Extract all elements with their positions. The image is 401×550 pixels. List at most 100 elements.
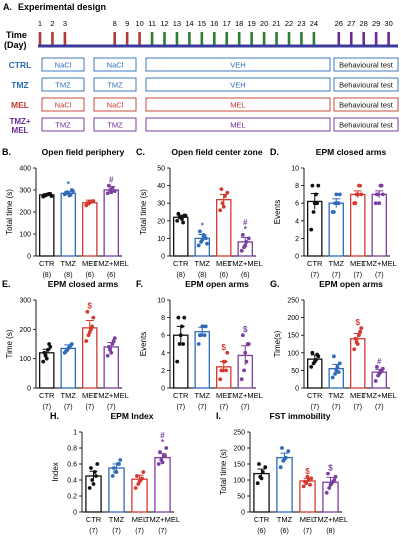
design-box-label: Behavioural test [339,61,394,70]
design-box-label: NaCl [107,101,124,110]
sample-size-label: (7) [375,272,384,279]
data-point [374,364,379,369]
data-point [87,199,92,204]
data-point [203,324,208,329]
bar [82,327,98,389]
data-point [202,234,207,239]
day-label: 8 [113,19,117,28]
sample-size-label: (7) [176,404,185,411]
charts: B. Open field periphery0100200300400Total… [2,147,397,535]
design-box-label: MEL [230,101,245,110]
data-point [336,370,341,375]
y-tick-label: 150 [287,333,299,340]
data-point [334,192,339,197]
y-tick-label: 1 [73,430,77,437]
significance-mark: $ [88,302,93,311]
day-tick [125,32,129,45]
data-point [47,191,52,196]
design-box-label: TMZ [107,121,123,130]
sample-size-label: (6) [241,272,250,279]
panel-letter: I. [216,411,221,421]
day-label: 2 [50,19,54,28]
y-tick-label: 40 [157,183,165,190]
y-tick-label: 0.4 [67,478,77,485]
day-label: 28 [360,19,368,28]
bar [350,338,366,389]
y-tick-label: 50 [291,368,299,375]
day-tick [175,32,179,45]
chart-title: Open field periphery [42,147,125,157]
sample-size-label: (7) [310,404,319,411]
data-point [205,241,209,246]
data-point [282,457,287,462]
data-point [244,240,249,244]
chart-I: I. FST immobility 0 50 100 150 200 250 Total tim… [216,411,348,535]
data-point [309,476,314,481]
chart-title: EPM Index [111,411,154,421]
bar [82,202,98,257]
sample-size-label: (7) [332,404,341,411]
design-box [41,97,85,112]
data-point [326,471,330,476]
data-point [110,342,115,346]
day-label: 22 [285,19,293,28]
data-point [182,315,187,320]
data-point [89,327,93,332]
day-label: 11 [148,19,156,28]
data-point [68,192,73,197]
sample-size-label: (8) [64,272,73,279]
data-point [181,342,186,346]
data-point [324,490,329,495]
chart-H: H. EPM Index 0 0.2 0.4 0.6 0.8 1 Index CTR (7) TMZ (… [50,411,180,535]
data-point [240,333,245,338]
y-tick-label: 0 [73,510,77,517]
design-box [93,77,137,92]
data-point [286,449,291,454]
data-point [91,199,96,203]
data-point [280,446,284,450]
data-point [118,458,123,462]
data-point [86,333,91,338]
day-tick [275,32,278,45]
data-point [197,333,202,338]
panel-letter: A. [3,2,12,12]
data-point [224,368,229,373]
data-point [225,190,230,195]
design-box-label: TMZ [55,81,71,90]
chart-title: FST immobility [270,411,331,421]
significance-mark: $ [328,464,333,473]
data-point [380,192,385,197]
day-tick [262,32,266,45]
x-tick-label: MEL [350,259,365,268]
data-point [112,466,116,470]
x-tick-label: TMZ [61,391,77,400]
y-tick-label: 400 [19,166,31,173]
design-box [333,57,399,72]
data-point [260,470,265,474]
y-tick-label: 10 [291,166,299,173]
day-label: 9 [125,19,129,28]
day-label: 20 [260,19,268,28]
y-tick-label: 50 [157,166,165,173]
sample-size-label: (7) [198,404,207,411]
day-tick [113,32,116,45]
data-point [196,243,201,248]
y-axis-label: Time(s) [273,330,282,357]
y-tick-label: 0 [161,254,165,261]
day-label: 12 [160,19,168,28]
day-tick [150,32,154,45]
day-label: 14 [185,19,193,28]
significance-mark: # * [243,218,248,234]
day-tick [225,32,229,45]
design-title: Experimental design [18,2,106,12]
data-point [87,330,92,335]
data-point [310,183,315,188]
data-point [335,364,340,369]
x-tick-label: TMZ+MEL [145,515,180,524]
data-point [310,350,315,355]
x-tick-label: CTR [254,515,270,524]
panel-letter: B. [2,147,11,157]
sample-size-label: (8) [176,272,185,279]
day-tick [362,32,365,45]
bar [39,194,55,257]
